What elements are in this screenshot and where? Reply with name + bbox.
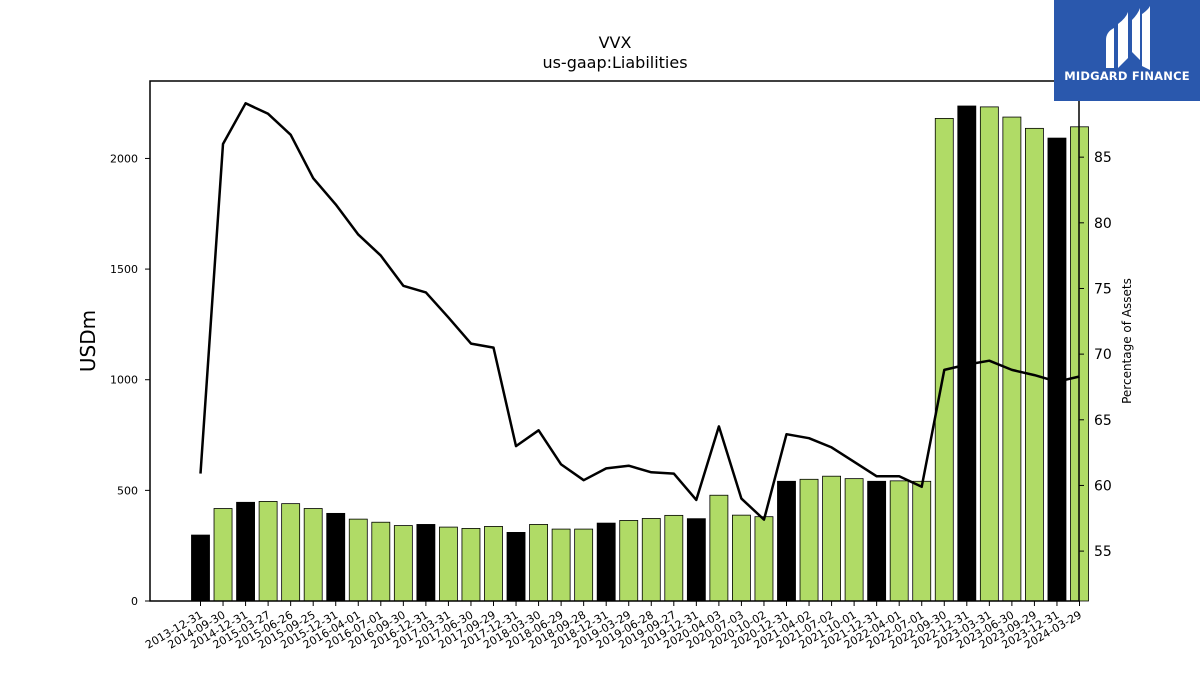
bar: [957, 105, 977, 602]
bar: [461, 528, 481, 602]
x-axis: 2013-12-312014-09-302014-12-312015-03-27…: [143, 601, 1084, 652]
y-axis-label: USDm: [76, 310, 100, 372]
brand-mark-icon: [1106, 6, 1150, 70]
bar: [484, 526, 503, 602]
bar: [754, 516, 774, 602]
bar: [393, 525, 413, 602]
y-tick-label: 2000: [110, 152, 138, 165]
bar: [889, 480, 909, 602]
bar: [822, 475, 841, 602]
bar: [596, 522, 616, 602]
bar: [732, 514, 751, 602]
bar: [506, 532, 526, 602]
bar: [777, 480, 796, 602]
bar: [1047, 137, 1067, 602]
bar: [686, 518, 706, 602]
bar: [979, 106, 999, 602]
y2-tick-label: 75: [1094, 281, 1112, 297]
y-tick-label: 0: [131, 595, 138, 608]
bar: [619, 520, 639, 602]
bars-layer: [191, 105, 1089, 602]
plot-frame: [149, 80, 1080, 602]
bar: [641, 518, 661, 602]
bar: [303, 508, 323, 602]
bar: [1002, 116, 1022, 602]
bar: [326, 512, 346, 602]
bar: [529, 524, 548, 602]
bar: [213, 508, 233, 602]
y2-tick-label: 70: [1094, 347, 1112, 363]
chart-subtitle: us-gaap:Liabilities: [542, 53, 687, 72]
bar: [867, 480, 887, 602]
line-layer: [199, 102, 1080, 521]
bar: [799, 478, 819, 602]
bar: [191, 534, 210, 602]
y-tick-label: 500: [117, 484, 138, 497]
y2-axis-label: Percentage of Assets: [1120, 278, 1134, 404]
y2-tick-label: 85: [1094, 150, 1112, 166]
brand-name: MIDGARD FINANCE: [1064, 69, 1190, 83]
bar: [416, 524, 436, 602]
y2-tick-label: 65: [1094, 413, 1112, 429]
y2-tick-label: 55: [1094, 544, 1112, 560]
bar: [912, 480, 932, 602]
bar: [281, 503, 301, 602]
bar: [1025, 127, 1044, 602]
y2-tick-label: 80: [1094, 216, 1112, 232]
y-tick-label: 1500: [110, 263, 138, 276]
bar: [236, 501, 255, 602]
bar: [258, 501, 278, 602]
bar: [551, 528, 571, 602]
brand-logo: MIDGARD FINANCE: [1054, 0, 1200, 101]
y-tick-label: 1000: [110, 374, 138, 387]
bar: [664, 514, 684, 602]
y2-tick-label: 60: [1094, 478, 1112, 494]
bar: [574, 528, 594, 602]
bar: [844, 478, 864, 602]
chart-title: VVX: [599, 33, 632, 52]
right-axis: 55 60 65 70 75 80 85: [1079, 150, 1112, 560]
bar: [371, 521, 391, 602]
bar: [709, 494, 729, 602]
bar: [934, 117, 954, 602]
bar: [348, 518, 368, 602]
left-axis: 0 500 1000 1500 2000: [110, 152, 150, 608]
bar: [439, 526, 458, 602]
line-series: [199, 102, 1080, 521]
